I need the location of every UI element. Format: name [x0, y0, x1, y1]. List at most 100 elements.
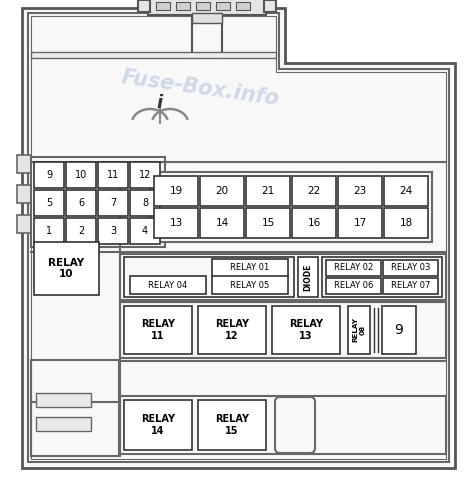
- Text: RELAY
11: RELAY 11: [141, 319, 175, 341]
- Bar: [198, 306, 266, 354]
- Text: 10: 10: [75, 170, 87, 180]
- Bar: [34, 190, 64, 216]
- Bar: [130, 218, 160, 244]
- Text: 13: 13: [169, 218, 182, 228]
- Text: RELAY
14: RELAY 14: [141, 414, 175, 436]
- Text: 5: 5: [46, 198, 52, 208]
- Text: 2: 2: [78, 226, 84, 236]
- Bar: [338, 176, 382, 206]
- Bar: [384, 176, 428, 206]
- Text: DIODE: DIODE: [303, 263, 312, 291]
- Bar: [216, 2, 230, 10]
- Text: RELAY 07: RELAY 07: [391, 282, 430, 291]
- Text: 15: 15: [261, 218, 274, 228]
- Text: 23: 23: [354, 186, 366, 196]
- Polygon shape: [22, 8, 455, 468]
- Bar: [246, 208, 290, 238]
- Bar: [17, 185, 31, 203]
- Bar: [130, 276, 206, 294]
- Text: 7: 7: [110, 198, 116, 208]
- Bar: [120, 254, 446, 300]
- Bar: [120, 302, 446, 358]
- Text: 12: 12: [139, 170, 151, 180]
- Bar: [198, 400, 266, 450]
- Bar: [292, 176, 336, 206]
- Text: i: i: [157, 94, 163, 112]
- Bar: [292, 208, 336, 238]
- Bar: [176, 2, 190, 10]
- Bar: [130, 162, 160, 188]
- Text: RELAY
10: RELAY 10: [48, 258, 84, 279]
- Bar: [192, 13, 222, 23]
- Text: 20: 20: [216, 186, 228, 196]
- Text: RELAY 03: RELAY 03: [391, 263, 430, 272]
- Bar: [150, 172, 432, 242]
- Bar: [298, 257, 318, 297]
- Bar: [272, 306, 340, 354]
- Bar: [34, 162, 64, 188]
- Bar: [66, 218, 96, 244]
- Bar: [120, 396, 446, 454]
- Bar: [124, 400, 192, 450]
- Bar: [36, 417, 91, 431]
- Text: RELAY
15: RELAY 15: [215, 414, 249, 436]
- Text: 19: 19: [169, 186, 182, 196]
- Bar: [124, 257, 294, 297]
- Bar: [34, 218, 64, 244]
- Text: RELAY 06: RELAY 06: [334, 282, 373, 291]
- Text: RELAY 02: RELAY 02: [334, 263, 373, 272]
- Bar: [383, 260, 438, 276]
- Text: 21: 21: [261, 186, 274, 196]
- Text: RELAY 01: RELAY 01: [230, 263, 270, 272]
- Text: 11: 11: [107, 170, 119, 180]
- Bar: [212, 259, 288, 277]
- Bar: [382, 306, 416, 354]
- Bar: [196, 2, 210, 10]
- Bar: [212, 276, 288, 294]
- Text: 18: 18: [400, 218, 413, 228]
- Bar: [98, 218, 128, 244]
- Bar: [200, 208, 244, 238]
- Text: 24: 24: [400, 186, 413, 196]
- Bar: [383, 278, 438, 294]
- Text: RELAY
12: RELAY 12: [215, 319, 249, 341]
- Text: RELAY
13: RELAY 13: [289, 319, 323, 341]
- Bar: [66, 190, 96, 216]
- Bar: [17, 155, 31, 173]
- Text: 6: 6: [78, 198, 84, 208]
- Bar: [338, 208, 382, 238]
- Text: RELAY
08: RELAY 08: [353, 317, 365, 343]
- Text: 16: 16: [307, 218, 320, 228]
- Bar: [138, 0, 150, 12]
- Bar: [98, 162, 128, 188]
- Bar: [154, 208, 198, 238]
- Bar: [34, 242, 99, 295]
- Bar: [200, 176, 244, 206]
- Bar: [326, 278, 381, 294]
- Bar: [130, 190, 160, 216]
- Bar: [36, 393, 91, 407]
- Bar: [236, 2, 250, 10]
- Bar: [98, 190, 128, 216]
- Text: 14: 14: [215, 218, 228, 228]
- Bar: [124, 306, 192, 354]
- Bar: [31, 360, 119, 456]
- Bar: [246, 176, 290, 206]
- Bar: [154, 176, 198, 206]
- Text: RELAY 05: RELAY 05: [230, 281, 270, 290]
- Bar: [264, 0, 276, 12]
- Bar: [31, 52, 276, 58]
- Bar: [31, 157, 165, 247]
- Text: Fuse-Box.info: Fuse-Box.info: [120, 67, 280, 109]
- Bar: [17, 215, 31, 233]
- Text: 1: 1: [46, 226, 52, 236]
- Text: 17: 17: [354, 218, 366, 228]
- Bar: [148, 0, 266, 15]
- Text: 9: 9: [46, 170, 52, 180]
- Bar: [326, 260, 381, 276]
- Text: 4: 4: [142, 226, 148, 236]
- Text: 3: 3: [110, 226, 116, 236]
- Bar: [322, 257, 442, 297]
- Bar: [348, 306, 370, 354]
- Text: 8: 8: [142, 198, 148, 208]
